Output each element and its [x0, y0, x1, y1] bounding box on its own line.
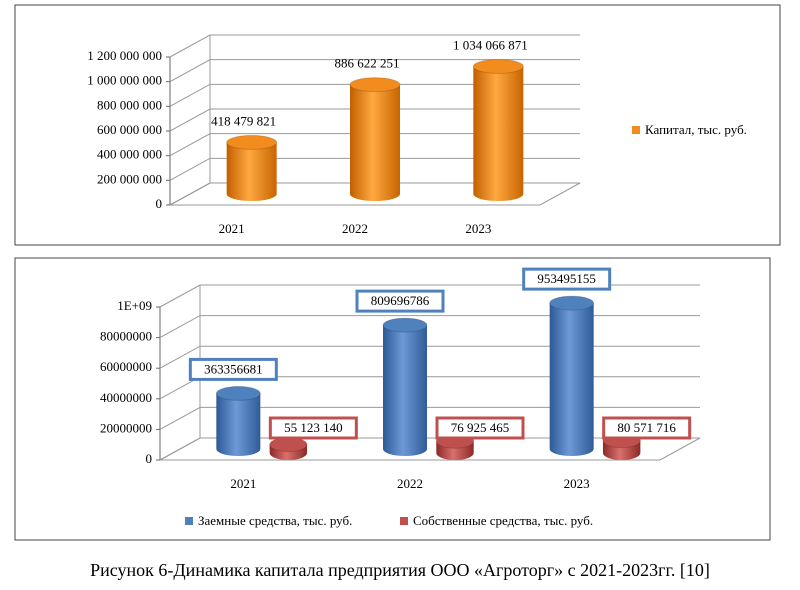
y-tick-label: 80000000 [100, 329, 152, 344]
legend-swatch [632, 126, 640, 134]
bar [473, 66, 524, 201]
y-tick-label: 600 000 000 [97, 122, 162, 137]
value-label: 418 479 821 [211, 113, 276, 128]
bar [383, 325, 427, 456]
value-label: 886 622 251 [335, 56, 400, 71]
grid-line [169, 182, 580, 206]
bar-top [215, 385, 261, 401]
legend-swatch [400, 517, 408, 525]
x-tick-label: 2021 [230, 476, 256, 491]
bar-top [349, 77, 401, 93]
grid-line [169, 133, 580, 157]
y-tick-label: 1E+09 [117, 298, 152, 313]
value-label: 55 123 140 [284, 420, 343, 435]
value-label: 953495155 [537, 271, 596, 286]
y-tick-label: 0 [156, 196, 163, 211]
grid-line [159, 437, 700, 461]
value-label: 1 034 066 871 [453, 37, 528, 52]
grid-line [159, 345, 700, 369]
y-tick-label: 200 000 000 [97, 171, 162, 186]
value-label: 80 571 716 [617, 420, 676, 435]
grid-line [169, 83, 580, 107]
grid-line [169, 108, 580, 132]
grid-line [159, 315, 700, 339]
value-label-box [602, 416, 692, 440]
bar [226, 142, 277, 201]
y-tick-label: 400 000 000 [97, 147, 162, 162]
y-tick-label: 20000000 [100, 420, 152, 435]
caption: Рисунок 6-Динамика капитала предприятия … [90, 560, 710, 580]
value-label-box [435, 416, 525, 440]
value-label-box [188, 357, 278, 381]
bar-top [382, 317, 428, 333]
x-tick-label: 2021 [219, 221, 245, 236]
grid-line [169, 157, 580, 181]
x-tick-label: 2022 [397, 476, 423, 491]
legend-swatch [185, 517, 193, 525]
grid-line [159, 406, 700, 430]
legend-label: Капитал, тыс. руб. [645, 122, 747, 137]
value-label-box [522, 267, 612, 291]
bar-top [269, 437, 308, 453]
grid-line [169, 59, 580, 83]
x-tick-label: 2023 [465, 221, 491, 236]
value-label: 76 925 465 [451, 420, 510, 435]
value-label-box [268, 416, 358, 440]
grid-line [169, 34, 580, 58]
y-tick-label: 1 200 000 000 [87, 48, 162, 63]
x-tick-label: 2022 [342, 221, 368, 236]
value-label: 363356681 [204, 361, 263, 376]
value-label-box [355, 289, 445, 313]
y-tick-label: 1 000 000 000 [87, 73, 162, 88]
legend-label: Собственные средства, тыс. руб. [413, 513, 593, 528]
bar [350, 84, 400, 201]
y-tick-label: 60000000 [100, 359, 152, 374]
bar-top [472, 58, 524, 74]
bar [216, 393, 261, 456]
legend-label: Заемные средства, тыс. руб. [198, 513, 352, 528]
bar-top [549, 295, 595, 311]
bar [549, 303, 594, 457]
y-tick-label: 0 [146, 451, 153, 466]
x-tick-label: 2023 [564, 476, 590, 491]
y-tick-label: 800 000 000 [97, 97, 162, 112]
y-tick-label: 40000000 [100, 390, 152, 405]
value-label: 809696786 [371, 293, 430, 308]
bar-top [226, 134, 278, 150]
